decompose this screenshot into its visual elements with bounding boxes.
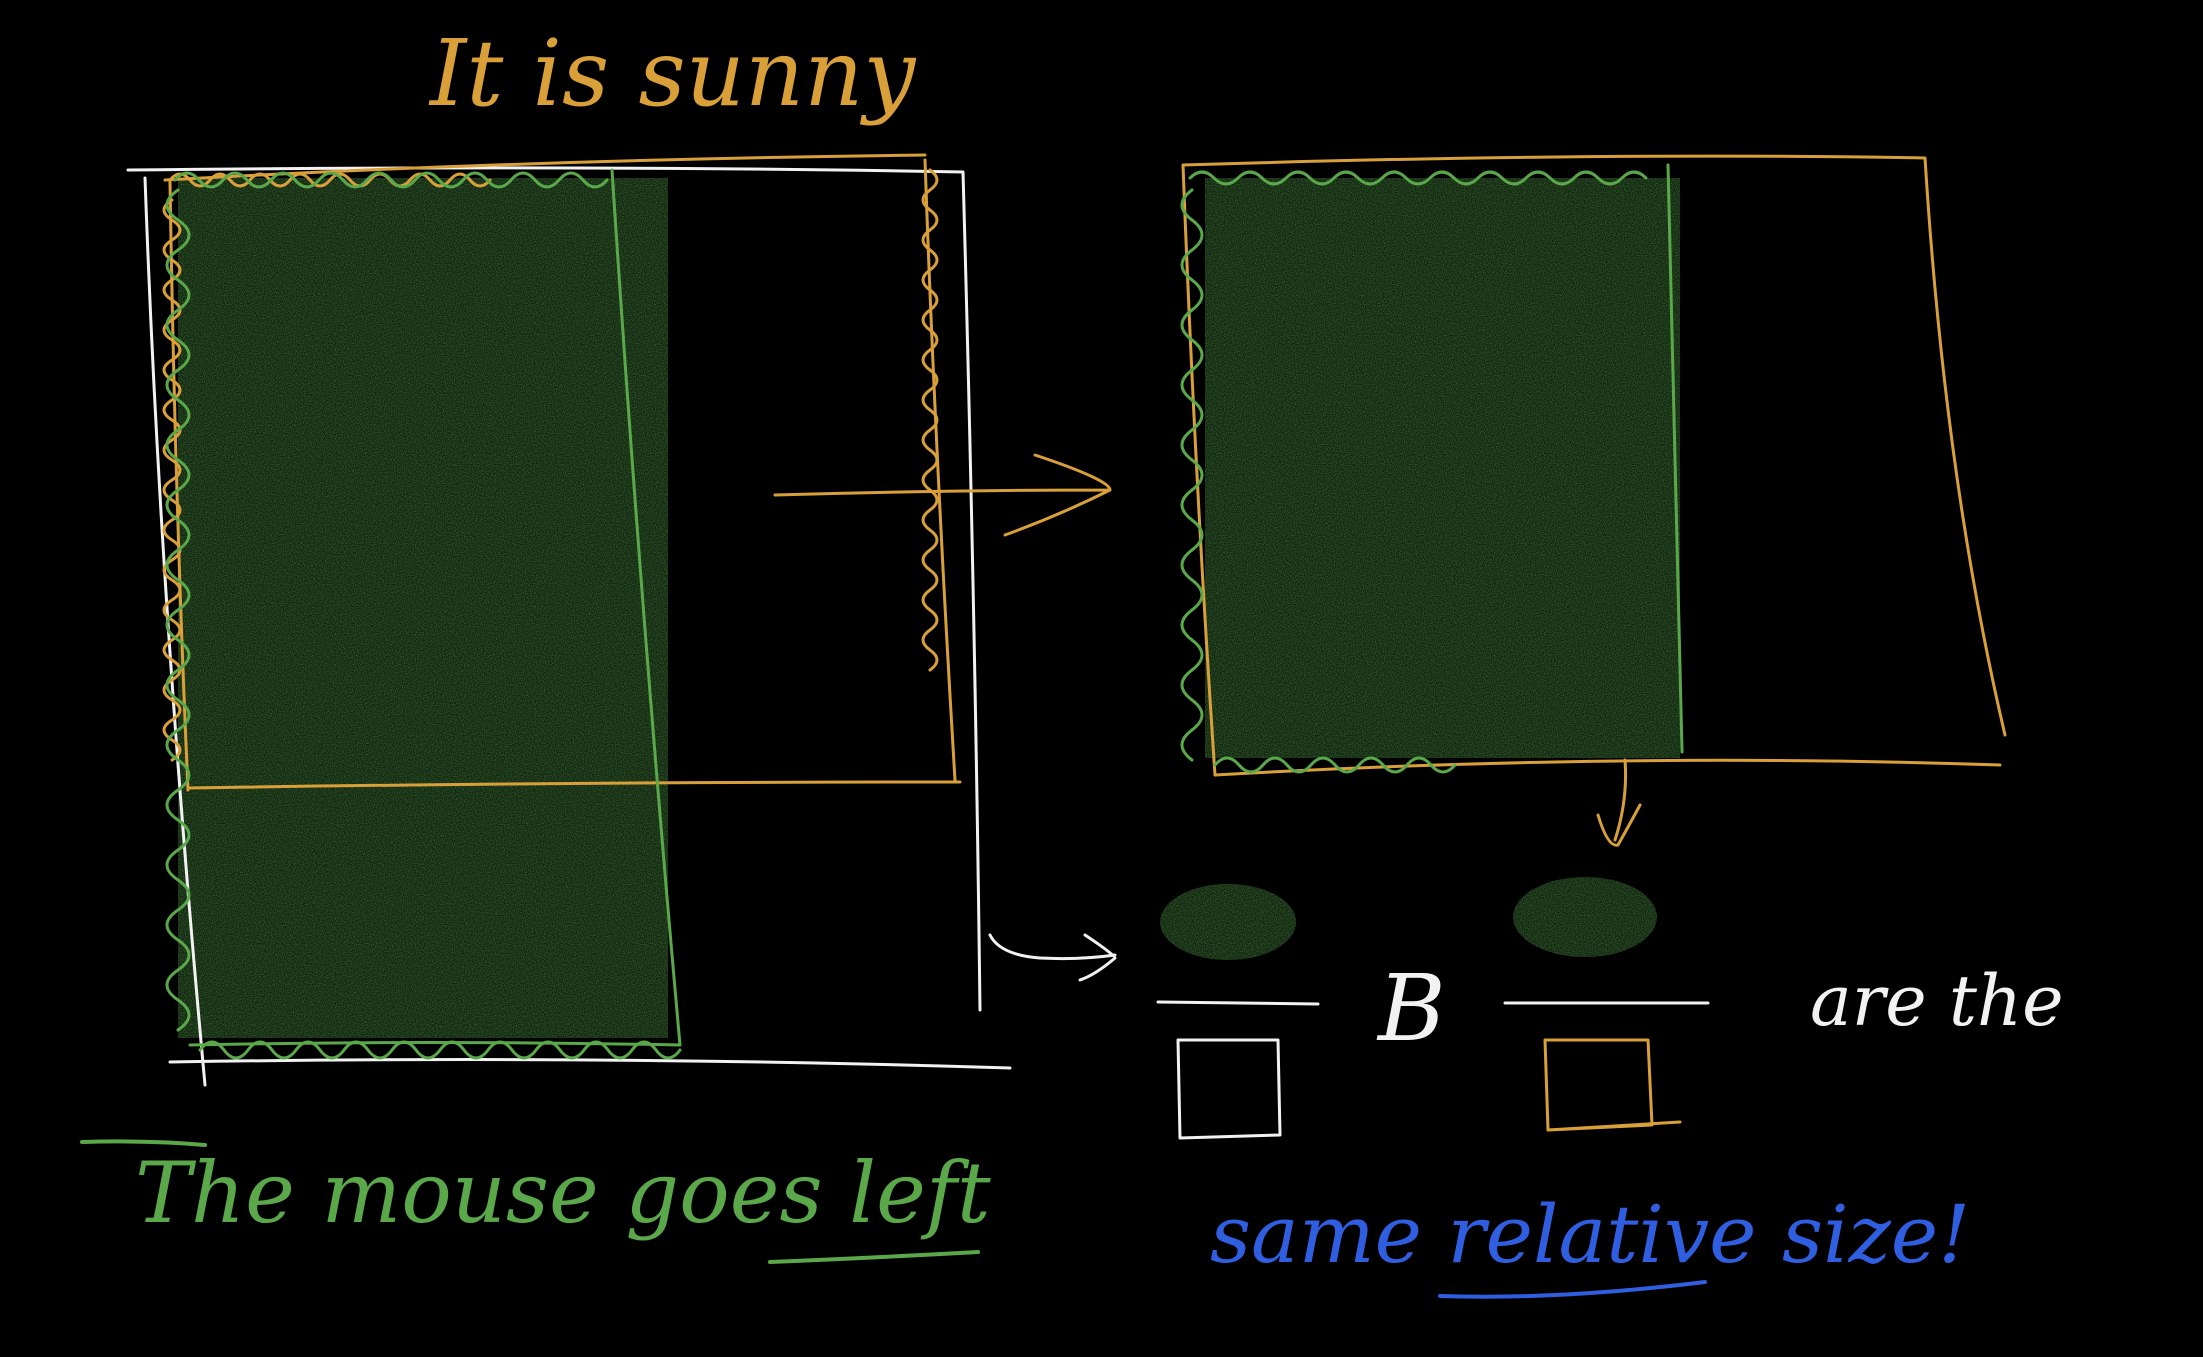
ratio-word: are the xyxy=(1810,960,2064,1042)
left-screen-shading-tint xyxy=(178,178,668,1038)
ratio-2-orange-square xyxy=(1543,1038,1682,1132)
left-orange-squiggle-top xyxy=(168,172,492,188)
down-arrow xyxy=(1596,758,1642,847)
right-green-squiggle-top xyxy=(1188,170,1648,186)
right-screen-shading-tint xyxy=(1205,178,1680,758)
ratio-1-green-blob-tint xyxy=(1160,884,1296,960)
title-note: It is sunny xyxy=(428,20,916,127)
ratio-2-green-blob-tint xyxy=(1513,877,1657,957)
ratio-1-fraction-bar xyxy=(1156,1000,1320,1006)
right-green-divider xyxy=(1666,163,1684,754)
right-diagram xyxy=(988,154,2007,982)
right-green-squiggle-bottom xyxy=(1213,756,1457,774)
ratio-comparison: В are the xyxy=(1156,877,2064,1140)
left-orange-squiggle-right xyxy=(921,168,939,672)
ratio-symbol: В xyxy=(1376,955,1446,1062)
bottom-left-underline xyxy=(768,1250,980,1264)
left-orange-squiggle-left xyxy=(162,198,182,762)
left-orange-box xyxy=(163,153,962,792)
left-green-squiggle-bottom xyxy=(198,1040,682,1060)
bottom-left-rule xyxy=(80,1139,207,1147)
hook-arrow xyxy=(988,933,1117,982)
conclusion-note: same relative size! xyxy=(1210,1188,1970,1281)
left-green-squiggle-top xyxy=(173,171,609,189)
conclusion-underline xyxy=(1438,1280,1707,1299)
ratio-1-white-square xyxy=(1176,1038,1282,1140)
right-green-squiggle-left xyxy=(1180,188,1204,762)
left-diagram xyxy=(126,153,1112,1087)
bottom-left-note: The mouse goes left xyxy=(135,1144,991,1242)
left-green-squiggle-left xyxy=(165,188,191,1032)
transform-arrow xyxy=(773,453,1112,537)
